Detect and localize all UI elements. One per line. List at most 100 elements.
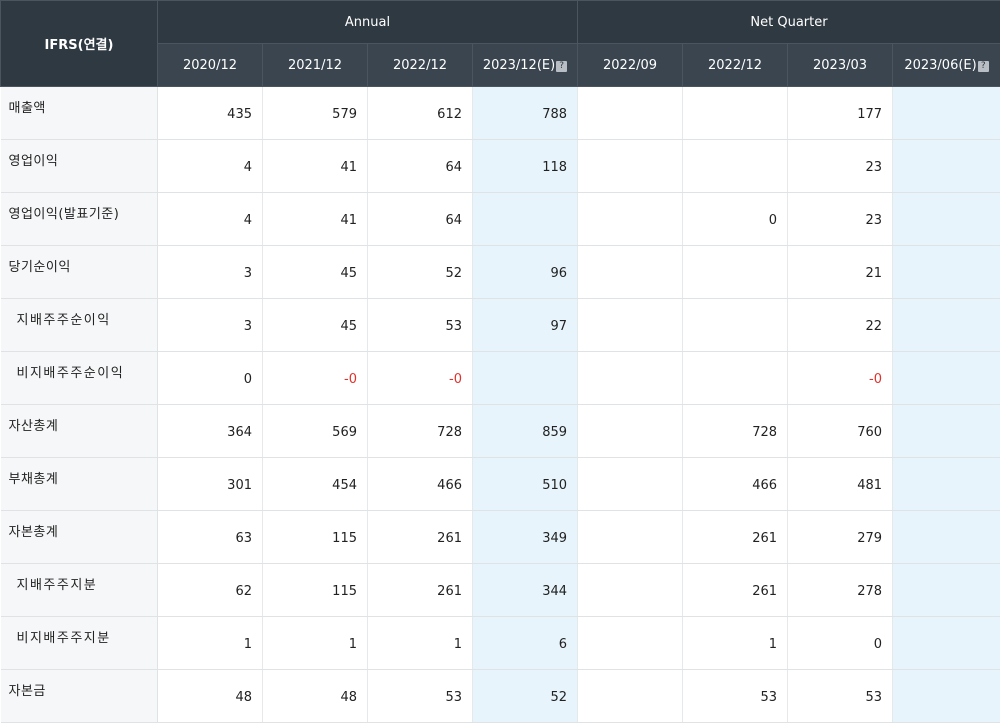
- period-label: 2023/12(E): [483, 58, 555, 73]
- value-cell: 115: [263, 564, 368, 617]
- value-cell: 301: [158, 458, 263, 511]
- value-cell: 569: [263, 405, 368, 458]
- value-cell: 728: [368, 405, 473, 458]
- value-cell: 21: [788, 246, 893, 299]
- row-label: 지배주주순이익: [1, 299, 158, 352]
- value-cell: 278: [788, 564, 893, 617]
- value-cell: 261: [683, 511, 788, 564]
- value-cell: 3: [158, 299, 263, 352]
- period-header: 2023/12(E)?: [473, 44, 578, 87]
- value-cell: [893, 87, 1000, 140]
- value-cell: [578, 405, 683, 458]
- value-cell: 579: [263, 87, 368, 140]
- value-cell: 1: [683, 617, 788, 670]
- period-label: 2021/12: [288, 58, 342, 73]
- value-cell: [578, 193, 683, 246]
- value-cell: 612: [368, 87, 473, 140]
- value-cell: [578, 87, 683, 140]
- value-cell: [893, 458, 1000, 511]
- value-cell: [893, 511, 1000, 564]
- value-cell: 96: [473, 246, 578, 299]
- row-label: 비지배주주지분: [1, 617, 158, 670]
- value-cell: 6: [473, 617, 578, 670]
- value-cell: -0: [788, 352, 893, 405]
- value-cell: 97: [473, 299, 578, 352]
- row-label: 자산총계: [1, 405, 158, 458]
- value-cell: [578, 140, 683, 193]
- row-label: 매출액: [1, 87, 158, 140]
- value-cell: [893, 140, 1000, 193]
- period-header: 2023/03: [788, 44, 893, 87]
- value-cell: 0: [683, 193, 788, 246]
- value-cell: [578, 670, 683, 723]
- value-cell: [473, 193, 578, 246]
- value-cell: 22: [788, 299, 893, 352]
- value-cell: [578, 352, 683, 405]
- value-cell: [893, 617, 1000, 670]
- row-label: 영업이익(발표기준): [1, 193, 158, 246]
- period-header: 2023/06(E)?: [893, 44, 1000, 87]
- value-cell: 177: [788, 87, 893, 140]
- value-cell: 52: [368, 246, 473, 299]
- value-cell: [473, 352, 578, 405]
- quarter-group-header: Net Quarter: [578, 1, 1000, 44]
- value-cell: 64: [368, 193, 473, 246]
- value-cell: 1: [368, 617, 473, 670]
- period-label: 2023/03: [813, 58, 867, 73]
- period-header: 2022/12: [683, 44, 788, 87]
- help-icon[interactable]: ?: [556, 61, 567, 72]
- row-label: 지배주주지분: [1, 564, 158, 617]
- value-cell: 45: [263, 246, 368, 299]
- period-header: 2022/12: [368, 44, 473, 87]
- value-cell: 1: [158, 617, 263, 670]
- period-header: 2022/09: [578, 44, 683, 87]
- value-cell: 23: [788, 140, 893, 193]
- row-label: 자본총계: [1, 511, 158, 564]
- value-cell: 64: [368, 140, 473, 193]
- value-cell: 349: [473, 511, 578, 564]
- value-cell: 859: [473, 405, 578, 458]
- value-cell: 45: [263, 299, 368, 352]
- value-cell: [683, 140, 788, 193]
- value-cell: [893, 352, 1000, 405]
- value-cell: 53: [368, 299, 473, 352]
- value-cell: 510: [473, 458, 578, 511]
- value-cell: [893, 670, 1000, 723]
- value-cell: [683, 87, 788, 140]
- value-cell: 53: [368, 670, 473, 723]
- period-header: 2020/12: [158, 44, 263, 87]
- value-cell: 52: [473, 670, 578, 723]
- value-cell: [683, 299, 788, 352]
- value-cell: [893, 299, 1000, 352]
- period-label: 2020/12: [183, 58, 237, 73]
- corner-label: IFRS(연결): [1, 1, 158, 87]
- value-cell: 1: [263, 617, 368, 670]
- value-cell: [893, 246, 1000, 299]
- value-cell: 279: [788, 511, 893, 564]
- period-label: 2022/12: [708, 58, 762, 73]
- value-cell: 261: [368, 511, 473, 564]
- value-cell: [683, 352, 788, 405]
- row-label: 부채총계: [1, 458, 158, 511]
- value-cell: [893, 193, 1000, 246]
- value-cell: 435: [158, 87, 263, 140]
- value-cell: 364: [158, 405, 263, 458]
- period-header: 2021/12: [263, 44, 368, 87]
- period-label: 2023/06(E): [904, 58, 976, 73]
- value-cell: [578, 564, 683, 617]
- value-cell: 454: [263, 458, 368, 511]
- value-cell: 788: [473, 87, 578, 140]
- annual-group-header: Annual: [158, 1, 578, 44]
- row-label: 영업이익: [1, 140, 158, 193]
- help-icon[interactable]: ?: [978, 61, 989, 72]
